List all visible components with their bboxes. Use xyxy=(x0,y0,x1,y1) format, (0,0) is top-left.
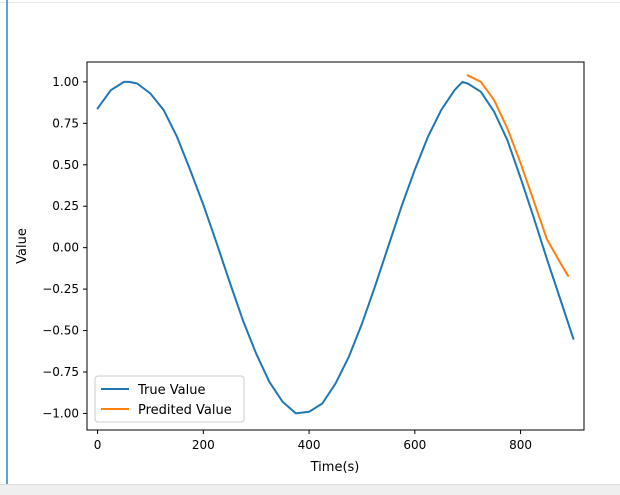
legend: True Value Predited Value xyxy=(94,375,245,423)
x-axis-ticks: 0 200 400 600 800 xyxy=(94,430,532,452)
y-tick-label: −0.25 xyxy=(42,282,79,296)
x-tick-label: 600 xyxy=(403,438,426,452)
legend-label-true-value: True Value xyxy=(137,383,205,398)
x-axis-label: Time(s) xyxy=(310,460,360,475)
y-tick-label: −1.00 xyxy=(42,406,79,420)
legend-label-predicted-value: Predited Value xyxy=(138,403,232,418)
x-tick-label: 200 xyxy=(192,438,215,452)
x-tick-label: 0 xyxy=(94,438,102,452)
y-tick-label: 0.75 xyxy=(52,116,79,130)
window-left-edge xyxy=(6,0,8,494)
y-tick-label: 1.00 xyxy=(52,75,79,89)
x-tick-label: 800 xyxy=(509,438,532,452)
y-tick-label: 0.25 xyxy=(52,199,79,213)
plot-lines xyxy=(96,74,575,415)
y-axis-label: Value xyxy=(15,228,30,264)
series-line-predicted-value xyxy=(466,74,570,277)
legend-box xyxy=(94,375,245,423)
plot-frame xyxy=(86,61,585,431)
y-tick-label: −0.50 xyxy=(42,324,79,338)
x-tick-label: 400 xyxy=(298,438,321,452)
window-top-border xyxy=(0,2,620,3)
series-line-true-value xyxy=(96,80,575,415)
y-tick-label: −0.75 xyxy=(42,365,79,379)
y-tick-label: 0.00 xyxy=(52,241,79,255)
window-bottom-bar xyxy=(0,484,620,495)
y-tick-label: 0.50 xyxy=(52,158,79,172)
y-axis-ticks: 1.00 0.75 0.50 0.25 0.00 −0.25 −0.50 −0.75 −1.00 xyxy=(42,75,87,420)
